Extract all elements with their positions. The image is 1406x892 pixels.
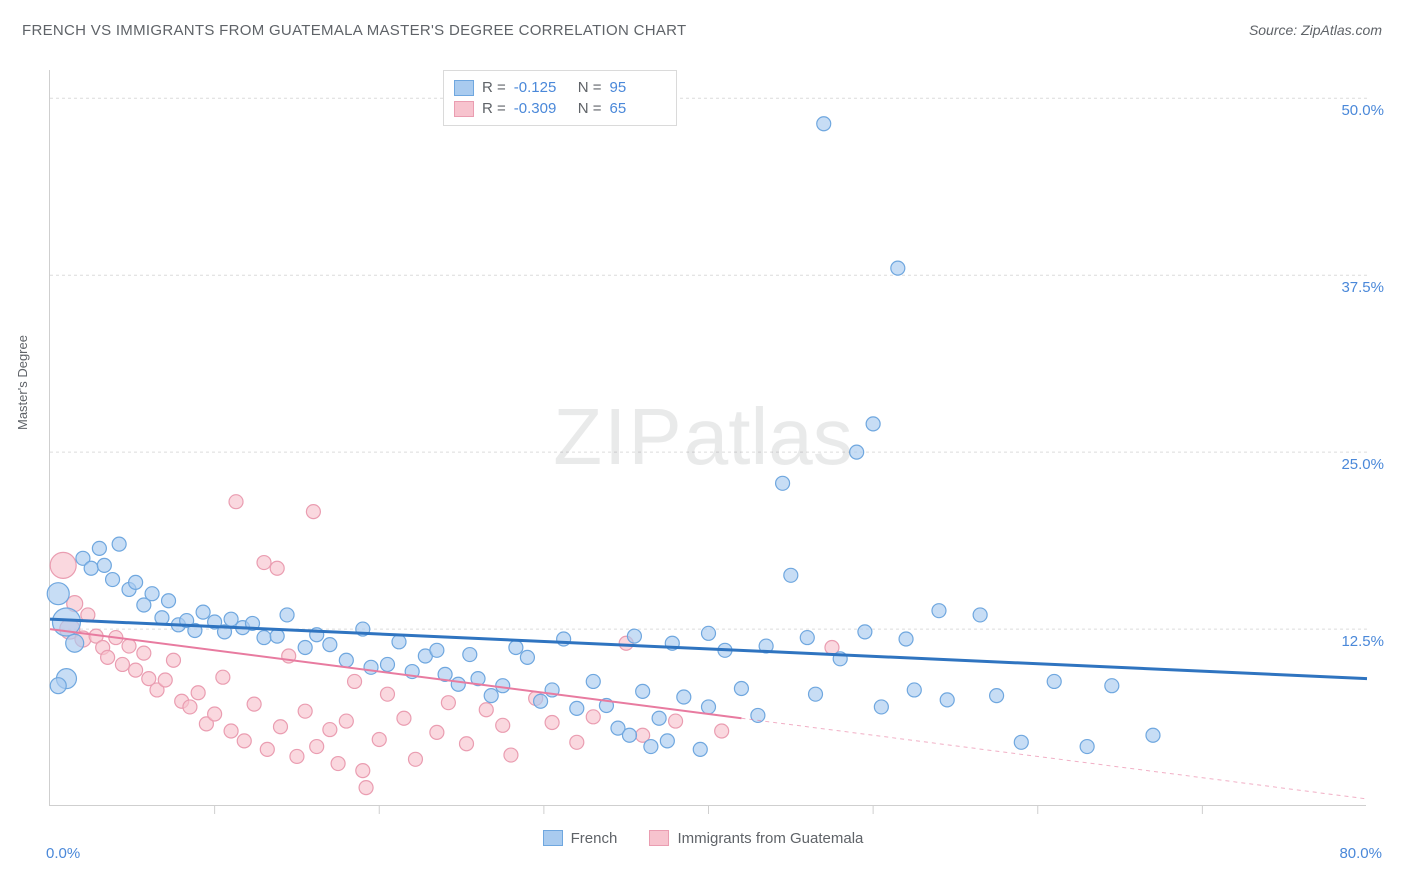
swatch-guatemala-icon [649,830,669,846]
n-value-french: 95 [610,79,666,96]
legend-row-guatemala: R = -0.309 N = 65 [454,98,666,119]
r-label: R = [482,100,506,117]
swatch-french-icon [543,830,563,846]
correlation-legend: R = -0.125 N = 95 R = -0.309 N = 65 [443,70,677,126]
y-tick-label: 25.0% [1341,456,1384,473]
y-axis-label: Master's Degree [15,335,30,430]
scatter-svg [50,70,1366,805]
r-label: R = [482,79,506,96]
legend-row-french: R = -0.125 N = 95 [454,77,666,98]
chart-title: FRENCH VS IMMIGRANTS FROM GUATEMALA MAST… [22,22,686,39]
swatch-french [454,80,474,96]
r-value-french: -0.125 [514,79,570,96]
x-axis-start-label: 0.0% [46,845,80,862]
legend-item-french: French [543,830,618,847]
swatch-guatemala [454,101,474,117]
y-tick-label: 12.5% [1341,633,1384,650]
n-label: N = [578,79,602,96]
n-value-guatemala: 65 [610,100,666,117]
legend-label-french: French [571,830,618,847]
legend-item-guatemala: Immigrants from Guatemala [649,830,863,847]
plot-area [49,70,1366,806]
chart-container: FRENCH VS IMMIGRANTS FROM GUATEMALA MAST… [0,0,1406,892]
x-axis-end-label: 80.0% [1339,845,1382,862]
legend-label-guatemala: Immigrants from Guatemala [677,830,863,847]
source-attribution: Source: ZipAtlas.com [1249,22,1382,38]
n-label: N = [578,100,602,117]
y-tick-label: 37.5% [1341,279,1384,296]
y-tick-label: 50.0% [1341,102,1384,119]
series-legend: French Immigrants from Guatemala [0,830,1406,851]
r-value-guatemala: -0.309 [514,100,570,117]
